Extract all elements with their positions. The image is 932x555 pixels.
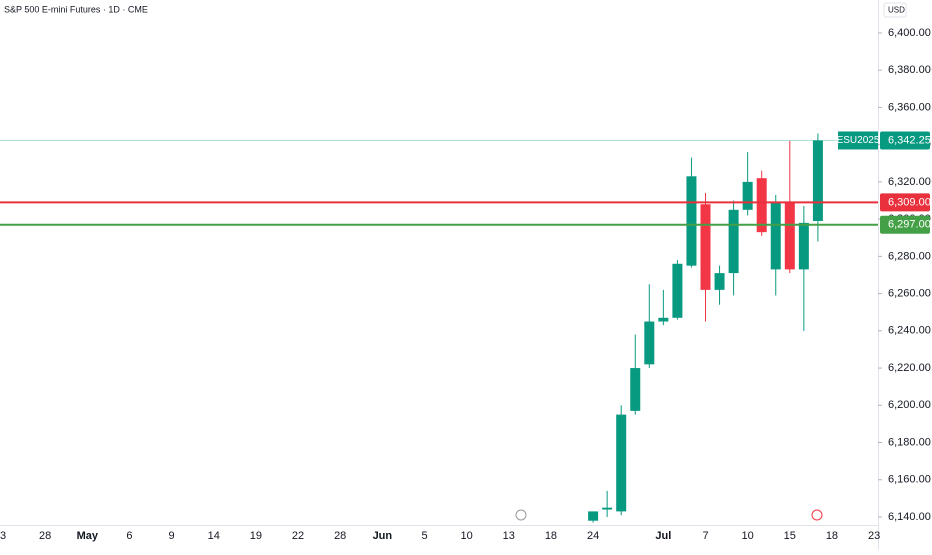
x-tick-label: 23 [868, 530, 880, 542]
candle-body [658, 317, 669, 322]
x-tick-label: 9 [169, 530, 175, 542]
candle-body [686, 176, 697, 266]
x-tick-label: 6 [126, 530, 132, 542]
price-line-box [880, 215, 930, 234]
candle-body [700, 204, 711, 290]
x-tick-label: 19 [250, 530, 262, 542]
x-tick-label: 3 [0, 530, 6, 542]
x-tick-label: 18 [545, 530, 557, 542]
y-tick-label: 6,260.00 [888, 287, 931, 299]
y-tick-label: 6,320.00 [888, 176, 931, 188]
last-price-label: 6,342.25 [888, 134, 931, 146]
currency-box[interactable] [883, 2, 907, 18]
y-tick-label: 6,240.00 [888, 325, 931, 337]
x-tick-label: 28 [39, 530, 51, 542]
y-tick-label: 6,200.00 [888, 399, 931, 411]
candle-body [742, 181, 753, 210]
x-tick-label: 7 [702, 530, 708, 542]
x-tick-label: 10 [461, 530, 473, 542]
event-icon[interactable] [811, 509, 823, 521]
symbol-label: ESU2025 [837, 135, 880, 146]
x-tick-label: 10 [742, 530, 754, 542]
candle-body [588, 511, 599, 521]
x-tick-label: 28 [334, 530, 346, 542]
y-tick-label: 6,180.00 [888, 436, 931, 448]
x-tick-label: 13 [503, 530, 515, 542]
y-tick-label: 6,380.00 [888, 64, 931, 76]
candle-body [602, 507, 613, 510]
price-line-label: 6,309.00 [888, 196, 931, 208]
x-tick-label: 5 [421, 530, 427, 542]
x-tick-label: 18 [826, 530, 838, 542]
candle-body [672, 263, 683, 318]
candle-body [784, 202, 795, 270]
y-tick-label: 6,400.00 [888, 27, 931, 39]
y-tick-label: 6,140.00 [888, 511, 931, 523]
last-price-box [880, 131, 930, 150]
candle-body [714, 273, 725, 290]
y-tick-label: 6,160.00 [888, 474, 931, 486]
x-tick-label: 14 [208, 530, 220, 542]
price-line-label: 6,297.00 [888, 219, 931, 231]
candle-body [756, 178, 767, 233]
x-tick-label: Jul [655, 530, 671, 542]
candle-body [770, 202, 781, 270]
currency: USD [888, 6, 905, 15]
price-line-box [880, 193, 930, 212]
x-tick-label: 24 [587, 530, 599, 542]
x-tick-label: May [77, 530, 99, 542]
candle-body [644, 321, 655, 365]
candle-body [616, 414, 627, 512]
y-tick-label: 6,360.00 [888, 101, 931, 113]
x-tick-label: 22 [292, 530, 304, 542]
y-tick-label: 6,220.00 [888, 362, 931, 374]
chart-title: S&P 500 E-mini Futures · 1D · CME [4, 4, 148, 14]
candle-body [798, 222, 809, 270]
x-tick-label: Jun [373, 530, 393, 542]
event-icon[interactable] [515, 509, 527, 521]
x-tick-label: 15 [784, 530, 796, 542]
symbol-label-box [838, 131, 878, 150]
candle-body [728, 209, 739, 274]
candle-body [630, 368, 641, 411]
y-tick-label: 6,280.00 [888, 250, 931, 262]
candle-body [812, 140, 823, 221]
